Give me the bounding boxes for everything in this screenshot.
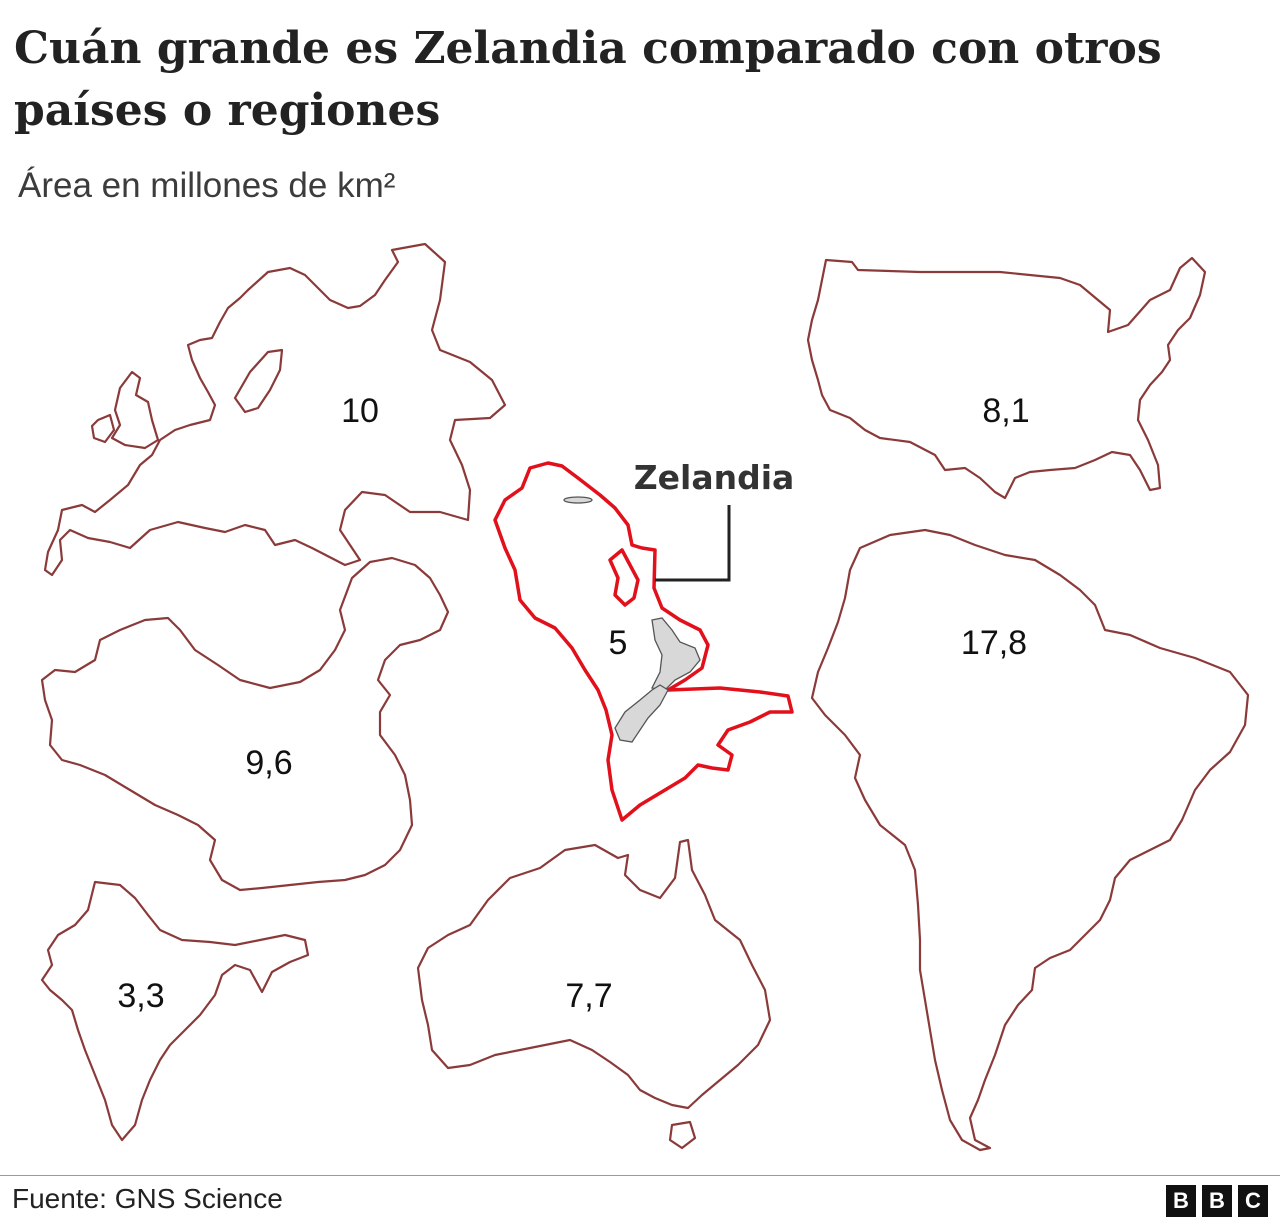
bbc-logo: B B C [1166, 1185, 1268, 1217]
area-label-usa: 8,1 [982, 392, 1029, 430]
region-outline-china [40, 556, 450, 892]
bbc-logo-letter-b1: B [1166, 1185, 1196, 1217]
region-outline-scandinavia-inlet [233, 348, 284, 414]
area-label-india: 3,3 [117, 977, 164, 1015]
source-note: Fuente: GNS Science [12, 1183, 283, 1214]
area-label-europe: 10 [341, 392, 379, 430]
bbc-logo-letter-b2: B [1202, 1185, 1232, 1217]
area-label-china: 9,6 [245, 744, 292, 782]
chart-subtitle: Área en millones de km² [18, 166, 396, 205]
area-label-south-america: 17,8 [961, 624, 1027, 662]
nz-small-island [563, 496, 593, 504]
zelandia-callout-line [655, 505, 731, 582]
region-outline-zealandia [493, 461, 794, 822]
region-outline-tasmania [668, 1120, 697, 1150]
region-outline-ireland [90, 413, 116, 444]
area-label-zealandia: 5 [609, 624, 628, 662]
region-outline-india [40, 880, 310, 1142]
region-outline-zealandia-inlet [608, 548, 640, 607]
area-label-australia: 7,7 [565, 977, 612, 1015]
region-outline-australia [416, 838, 772, 1110]
nz-north-island [651, 617, 701, 691]
footer-divider [0, 1175, 1280, 1176]
region-outline-usa [806, 256, 1207, 500]
region-outline-uk [110, 370, 160, 450]
chart-title: Cuán grande es Zelandia comparado con ot… [14, 23, 1162, 136]
region-outline-europe [43, 242, 507, 577]
region-outline-south-america [810, 528, 1250, 1152]
zelandia-callout-label: Zelandia [634, 458, 795, 497]
nz-south-island [614, 684, 669, 743]
bbc-logo-letter-c: C [1238, 1185, 1268, 1217]
